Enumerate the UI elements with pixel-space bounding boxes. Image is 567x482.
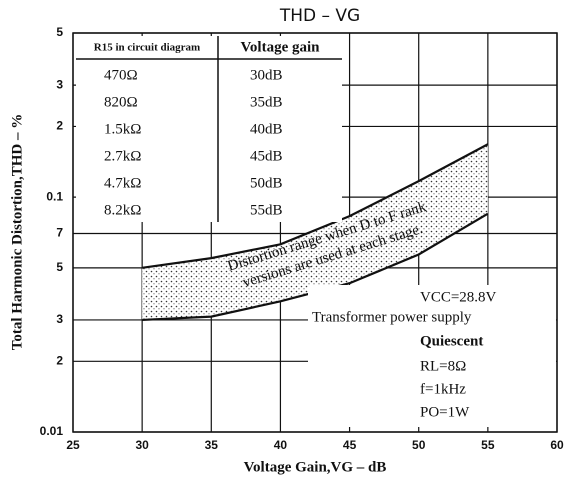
y-tick-label: 2 (56, 353, 63, 367)
annotation: Transformer power supply (312, 309, 472, 325)
table-cell: 1.5kΩ (104, 121, 141, 137)
plot-frame (72, 32, 558, 433)
table-cell: 50dB (250, 175, 283, 191)
x-tick-label: 55 (481, 438, 495, 452)
table-cell: 8.2kΩ (104, 202, 141, 218)
annotation: RL=8Ω (420, 358, 466, 374)
table-cell: 820Ω (104, 94, 138, 110)
table-cell: 4.7kΩ (104, 175, 141, 191)
annotation-bg (308, 285, 556, 427)
y-tick-label: 5 (56, 260, 63, 274)
x-axis-label: Voltage Gain,VG – dB (244, 459, 387, 475)
x-tick-label: 25 (66, 438, 80, 452)
table-cell: 2.7kΩ (104, 148, 141, 164)
table-cell: 40dB (250, 121, 283, 137)
y-axis-label: Total Harmonic Distortion,THD – % (9, 114, 25, 351)
table-cell: 470Ω (104, 67, 138, 83)
annotation: PO=1W (420, 404, 470, 420)
x-tick-label: 30 (135, 438, 149, 452)
annotation: Quiescent (420, 333, 483, 349)
y-tick-label: 0.01 (40, 424, 64, 438)
y-tick-label: 3 (56, 77, 63, 91)
chart-title: THD – VG (279, 6, 360, 26)
y-tick-label: 7 (56, 226, 63, 240)
annotation: VCC=28.8V (420, 289, 497, 305)
y-tick-label: 2 (56, 119, 63, 133)
table-cell: 45dB (250, 148, 283, 164)
x-tick-label: 35 (205, 438, 219, 452)
band-edge (141, 143, 489, 269)
table-header: Voltage gain (240, 39, 320, 55)
x-tick-label: 40 (274, 438, 288, 452)
band-fill (142, 144, 488, 320)
y-tick-label: 0.1 (46, 189, 63, 203)
table-cell: 35dB (250, 94, 283, 110)
table-cell: 30dB (250, 67, 283, 83)
annotation: f=1kHz (420, 381, 466, 397)
x-tick-label: 60 (550, 438, 564, 452)
x-tick-label: 45 (343, 438, 357, 452)
y-tick-label: 3 (56, 312, 63, 326)
y-tick-label: 5 (56, 25, 63, 39)
table-cell: 55dB (250, 202, 283, 218)
table-bg (76, 36, 342, 222)
table-header: R15 in circuit diagram (94, 42, 200, 54)
x-tick-label: 50 (412, 438, 426, 452)
